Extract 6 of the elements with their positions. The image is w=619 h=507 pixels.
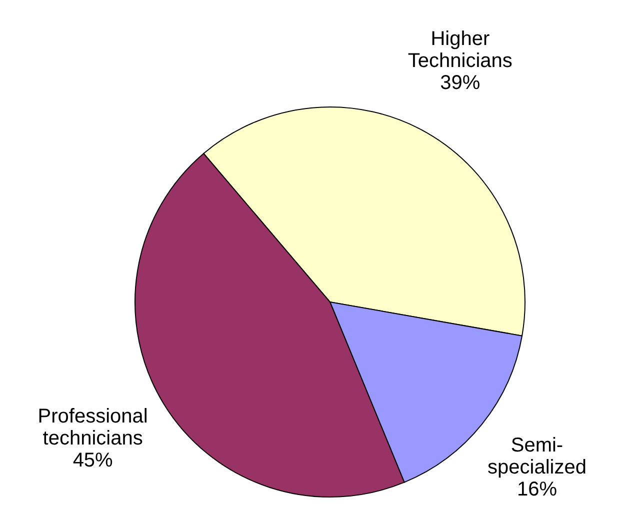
- data-label: 45%: [72, 450, 114, 472]
- slice-label: Professional technicians: [38, 406, 148, 450]
- data-label: 16%: [516, 478, 558, 500]
- data-label: 39%: [440, 72, 480, 94]
- slice-label: Semi-specialized: [488, 434, 586, 478]
- slice-label: Higher Technicians: [408, 28, 512, 72]
